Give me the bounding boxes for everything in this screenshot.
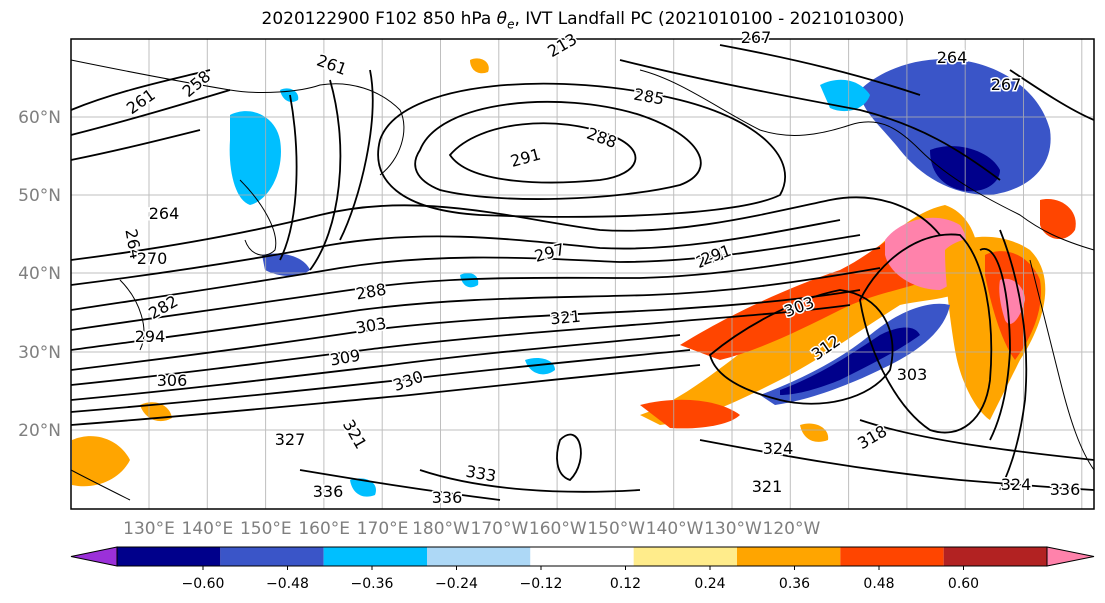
- gridlines: [71, 39, 1094, 509]
- colorbar-box: [737, 547, 841, 566]
- contour-label: 264: [149, 204, 180, 223]
- colorbar-tick-label: −0.60: [182, 576, 225, 592]
- longitude-ticks: 130°E 140°E 150°E 160°E 170°E 180°W 170°W 160°W…: [123, 519, 820, 539]
- lon-tick-label: 120°W: [763, 519, 821, 539]
- lon-tick-label: 130°E: [123, 519, 175, 539]
- contour-label: 336: [432, 488, 463, 507]
- colorbar-tick-label: −0.24: [435, 576, 478, 592]
- contour-label: 267: [991, 75, 1022, 94]
- lon-tick-label: 130°W: [704, 519, 762, 539]
- colorbar-extend-min: [70, 546, 118, 567]
- colorbar-tick-label: −0.12: [520, 576, 563, 592]
- colorbar-tick-label: −0.36: [351, 576, 394, 592]
- contour-label: 306: [157, 371, 188, 390]
- contour-label: 336: [313, 482, 344, 501]
- lat-tick-label: 30°N: [18, 343, 61, 363]
- colorbar-tick-label: 0.60: [948, 576, 979, 592]
- contour-label: 303: [897, 365, 928, 384]
- contour-label: 267: [741, 28, 772, 47]
- lon-tick-label: 140°W: [646, 519, 704, 539]
- contour-label: 294: [135, 327, 166, 346]
- lon-tick-label: 170°E: [357, 519, 409, 539]
- contour-label: 264: [121, 227, 145, 260]
- lon-tick-label: 160°E: [298, 519, 350, 539]
- colorbar-tick-label: 0.36: [779, 576, 810, 592]
- lat-tick-label: 20°N: [18, 421, 61, 441]
- colorbar-box: [117, 547, 221, 566]
- colorbar-box: [323, 547, 427, 566]
- shaded-field: [72, 58, 1076, 497]
- latitude-ticks: 60°N 50°N 40°N 30°N 20°N: [18, 108, 61, 441]
- colorbar-extend-max: [1046, 546, 1095, 567]
- lon-tick-label: 150°E: [240, 519, 292, 539]
- contour-lines: [70, 44, 1095, 501]
- contour-label: 327: [275, 430, 306, 449]
- lon-tick-label: 150°W: [587, 519, 645, 539]
- lat-tick-label: 50°N: [18, 186, 61, 206]
- colorbar-box: [840, 547, 944, 566]
- contour-label: 321: [752, 477, 783, 496]
- colorbar: −0.60 −0.48 −0.36 −0.24 −0.12 0.12 0.24 0.36 0.4…: [70, 546, 1095, 592]
- colorbar-box: [943, 547, 1047, 566]
- contour-label: 321: [549, 307, 581, 329]
- colorbar-tick-label: 0.24: [694, 576, 725, 592]
- contour-label: 264: [937, 48, 968, 67]
- lon-tick-label: 180°W: [412, 519, 470, 539]
- lon-tick-label: 170°W: [471, 519, 529, 539]
- map-frame: [70, 38, 1095, 510]
- colorbar-tick-label: −0.48: [266, 576, 309, 592]
- contour-label: 324: [763, 439, 794, 458]
- colorbar-box: [633, 547, 737, 566]
- lat-tick-label: 60°N: [18, 108, 61, 128]
- colorbar-box: [530, 547, 634, 566]
- colorbar-tick-label: 0.48: [863, 576, 894, 592]
- colorbar-frame: [116, 546, 1048, 567]
- contour-label: 324: [1001, 475, 1032, 494]
- map-title: 2020122900 F102 850 hPa θe, IVT Landfall…: [261, 9, 905, 32]
- lon-tick-label: 140°E: [182, 519, 234, 539]
- colorbar-tick-label: 0.12: [610, 576, 641, 592]
- contour-label: 270: [137, 249, 168, 268]
- lon-tick-label: 160°W: [529, 519, 587, 539]
- coastlines: [70, 59, 1095, 501]
- colorbar-box: [220, 547, 324, 566]
- contour-label: 336: [1050, 480, 1081, 499]
- lat-tick-label: 40°N: [18, 264, 61, 284]
- colorbar-box: [427, 547, 531, 566]
